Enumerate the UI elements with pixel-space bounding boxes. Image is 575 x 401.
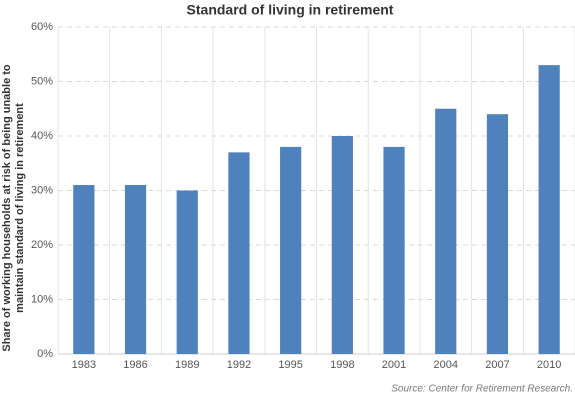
- bar-2001: [383, 146, 405, 354]
- x-tick-label: 1989: [175, 359, 199, 371]
- bar-1986: [124, 185, 147, 354]
- source-note: Source: Center for Retirement Research.: [391, 384, 573, 395]
- y-tick-label: 0%: [37, 348, 53, 360]
- y-axis-label-line-1: Share of working households at risk of b…: [1, 64, 13, 352]
- y-tick-label: 50%: [31, 75, 53, 87]
- y-axis-label-line-2: maintain standard of living in retiremen…: [14, 103, 26, 313]
- bar-2010: [538, 65, 560, 355]
- bar-2004: [435, 108, 457, 354]
- y-tick-label: 20%: [31, 239, 53, 251]
- bar-1989: [176, 190, 198, 354]
- bar-1983: [73, 185, 95, 354]
- chart-title: Standard of living in retirement: [187, 2, 394, 18]
- bar-1995: [280, 146, 302, 354]
- x-tick-label: 2001: [382, 359, 406, 371]
- x-tick-label: 1995: [278, 359, 302, 371]
- y-axis-ticks: 0% 10% 20% 30% 40% 50% 60%: [31, 21, 53, 360]
- y-tick-label: 40%: [31, 130, 53, 142]
- x-tick-label: 2004: [434, 359, 458, 371]
- x-tick-label: 2010: [537, 359, 561, 371]
- bars: [73, 65, 560, 355]
- x-tick-label: 1983: [72, 359, 96, 371]
- y-tick-label: 30%: [31, 184, 53, 196]
- x-tick-label: 1992: [227, 359, 251, 371]
- bar-1992: [228, 152, 250, 354]
- x-tick-label: 1998: [330, 359, 354, 371]
- x-tick-label: 2007: [485, 359, 509, 371]
- bar-2007: [486, 114, 509, 354]
- bar-1998: [331, 136, 353, 354]
- y-tick-label: 10%: [31, 293, 53, 305]
- x-axis-ticks: 1983 1986 1989 1992 1995 1998 2001 2004 2007 2010: [72, 359, 562, 371]
- y-tick-label: 60%: [31, 21, 53, 33]
- x-tick-label: 1986: [123, 359, 147, 371]
- y-axis-label: Share of working households at risk of b…: [1, 64, 26, 352]
